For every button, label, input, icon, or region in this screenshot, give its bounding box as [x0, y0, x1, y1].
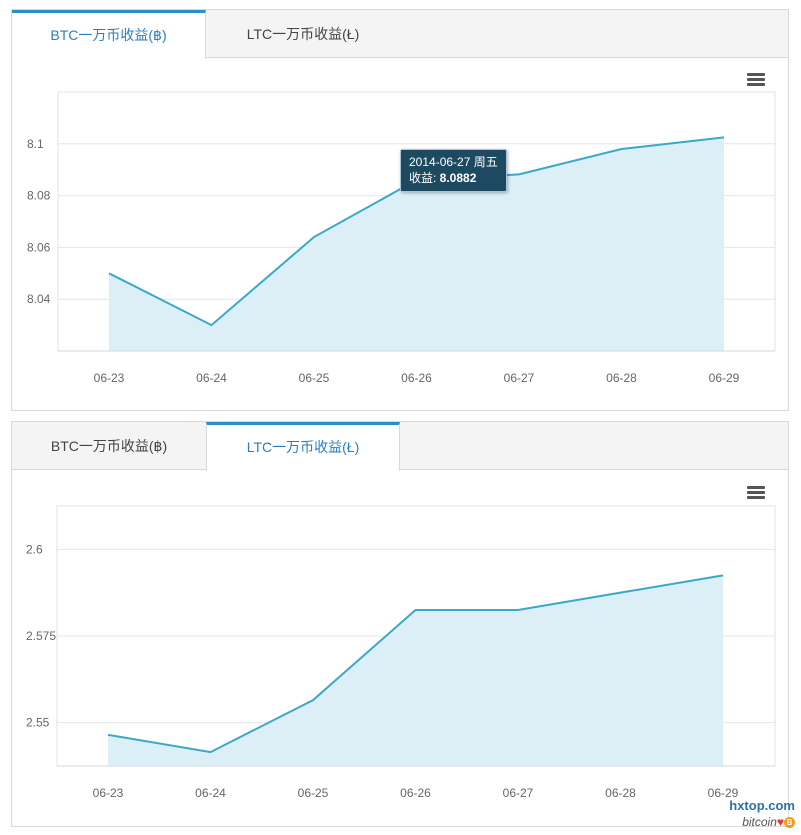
data-point [106, 733, 110, 737]
ltc-earnings-chart: 2.55 2.575 2.6 06-23 06-24 06-25 06-26 06-27 06-… [26, 505, 776, 800]
tab-bar: BTC一万币收益(฿) LTC一万币收益(Ł) [12, 10, 788, 59]
x-tick-label: 06-29 [708, 786, 739, 800]
tooltip-value-line: 收益: 8.0882 [409, 170, 498, 186]
x-tick-label: 06-25 [298, 786, 329, 800]
y-tick-label: 2.6 [26, 542, 43, 556]
heart-icon: ♥ [776, 815, 784, 829]
data-point [107, 271, 111, 275]
data-point [312, 235, 316, 239]
x-tick-label: 06-26 [401, 371, 432, 385]
data-point [516, 608, 520, 612]
data-point [414, 608, 418, 612]
x-tick-label: 06-23 [93, 786, 124, 800]
x-tick-label: 06-28 [605, 786, 636, 800]
series-area [109, 137, 724, 351]
x-tick-label: 06-28 [606, 371, 637, 385]
btc-earnings-chart: 8.04 8.06 8.08 8.1 06-23 06-24 06-25 06-26 06-27… [27, 91, 776, 385]
watermark-sub-text: bitcoin [742, 815, 777, 829]
x-tick-label: 06-26 [400, 786, 431, 800]
ltc-chart-panel: BTC一万币收益(฿) LTC一万币收益(Ł) 2.55 2.575 2.6 06-2… [11, 421, 789, 827]
x-tick-label: 06-25 [299, 371, 330, 385]
data-point [620, 147, 624, 151]
watermark-sub: bitcoin♥ B [742, 815, 795, 829]
tooltip-label: 收益: [409, 171, 440, 185]
x-tick-label: 06-27 [503, 786, 534, 800]
x-tick-label: 06-23 [94, 371, 125, 385]
tooltip-value: 8.0882 [439, 171, 477, 185]
data-point [722, 135, 726, 139]
watermark: hxtop.com bitcoin♥ B [729, 799, 795, 831]
data-point [619, 591, 623, 595]
data-point [721, 573, 725, 577]
hamburger-menu-icon[interactable] [747, 73, 765, 87]
y-tick-label: 2.575 [26, 629, 56, 643]
chart-tooltip: 2014-06-27 周五 收益: 8.0882 [400, 149, 507, 192]
tooltip-date: 2014-06-27 周五 [409, 155, 498, 169]
x-tick-label: 06-24 [195, 786, 226, 800]
data-point [517, 172, 521, 176]
tab-btc-earnings[interactable]: BTC一万币收益(฿) [12, 10, 206, 59]
tab-btc-earnings[interactable]: BTC一万币收益(฿) [50, 438, 168, 454]
tab-bar: BTC一万币收益(฿) LTC一万币收益(Ł) [12, 422, 788, 471]
y-tick-label: 8.04 [27, 292, 51, 306]
y-tick-label: 2.55 [26, 716, 50, 730]
tab-ltc-earnings[interactable]: LTC一万币收益(Ł) [206, 422, 400, 471]
y-tick-label: 8.1 [27, 137, 44, 151]
data-point [311, 698, 315, 702]
y-tick-label: 8.08 [27, 189, 51, 203]
x-tick-label: 06-27 [504, 371, 535, 385]
x-tick-label: 06-24 [196, 371, 227, 385]
watermark-site: hxtop.com [729, 798, 795, 813]
data-point [209, 750, 213, 754]
y-tick-label: 8.06 [27, 240, 51, 254]
tab-ltc-earnings[interactable]: LTC一万币收益(Ł) [246, 26, 360, 42]
data-point [210, 323, 214, 327]
series-area [108, 575, 723, 766]
x-tick-label: 06-29 [709, 371, 740, 385]
series-line [107, 574, 724, 754]
bitcoin-coin-icon: B [784, 817, 795, 829]
btc-chart-panel: BTC一万币收益(฿) LTC一万币收益(Ł) 8.04 8.06 8.08 8.1 0… [11, 9, 789, 411]
hamburger-menu-icon[interactable] [747, 486, 765, 500]
